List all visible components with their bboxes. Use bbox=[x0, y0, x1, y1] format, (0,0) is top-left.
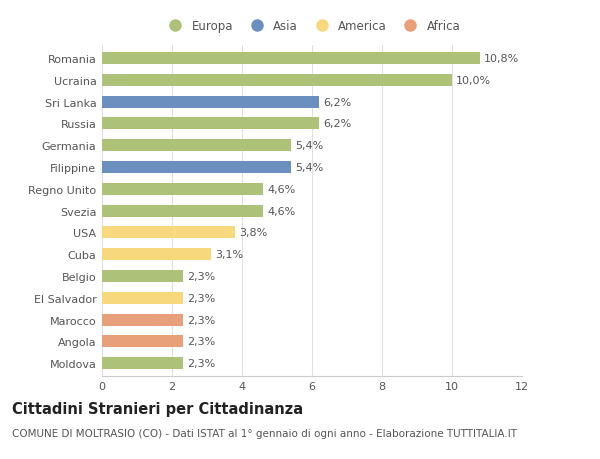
Bar bbox=[102, 53, 480, 65]
Bar bbox=[102, 205, 263, 217]
Bar bbox=[102, 75, 452, 87]
Bar bbox=[102, 227, 235, 239]
Text: 6,2%: 6,2% bbox=[323, 97, 352, 107]
Bar bbox=[102, 118, 319, 130]
Bar bbox=[102, 96, 319, 108]
Bar bbox=[102, 292, 182, 304]
Bar bbox=[102, 270, 182, 282]
Text: COMUNE DI MOLTRASIO (CO) - Dati ISTAT al 1° gennaio di ogni anno - Elaborazione : COMUNE DI MOLTRASIO (CO) - Dati ISTAT al… bbox=[12, 428, 517, 438]
Text: Cittadini Stranieri per Cittadinanza: Cittadini Stranieri per Cittadinanza bbox=[12, 402, 303, 417]
Text: 10,0%: 10,0% bbox=[456, 76, 491, 86]
Text: 10,8%: 10,8% bbox=[484, 54, 520, 64]
Bar bbox=[102, 140, 291, 152]
Text: 2,3%: 2,3% bbox=[187, 336, 215, 347]
Text: 3,8%: 3,8% bbox=[239, 228, 268, 238]
Bar bbox=[102, 162, 291, 174]
Text: 5,4%: 5,4% bbox=[295, 162, 323, 173]
Text: 2,3%: 2,3% bbox=[187, 315, 215, 325]
Bar bbox=[102, 249, 211, 261]
Text: 2,3%: 2,3% bbox=[187, 358, 215, 368]
Text: 3,1%: 3,1% bbox=[215, 250, 243, 260]
Text: 5,4%: 5,4% bbox=[295, 141, 323, 151]
Bar bbox=[102, 336, 182, 347]
Text: 4,6%: 4,6% bbox=[267, 206, 295, 216]
Text: 6,2%: 6,2% bbox=[323, 119, 352, 129]
Bar bbox=[102, 314, 182, 326]
Text: 4,6%: 4,6% bbox=[267, 185, 295, 195]
Bar bbox=[102, 184, 263, 196]
Text: 2,3%: 2,3% bbox=[187, 271, 215, 281]
Bar bbox=[102, 358, 182, 369]
Text: 2,3%: 2,3% bbox=[187, 293, 215, 303]
Legend: Europa, Asia, America, Africa: Europa, Asia, America, Africa bbox=[163, 21, 461, 34]
